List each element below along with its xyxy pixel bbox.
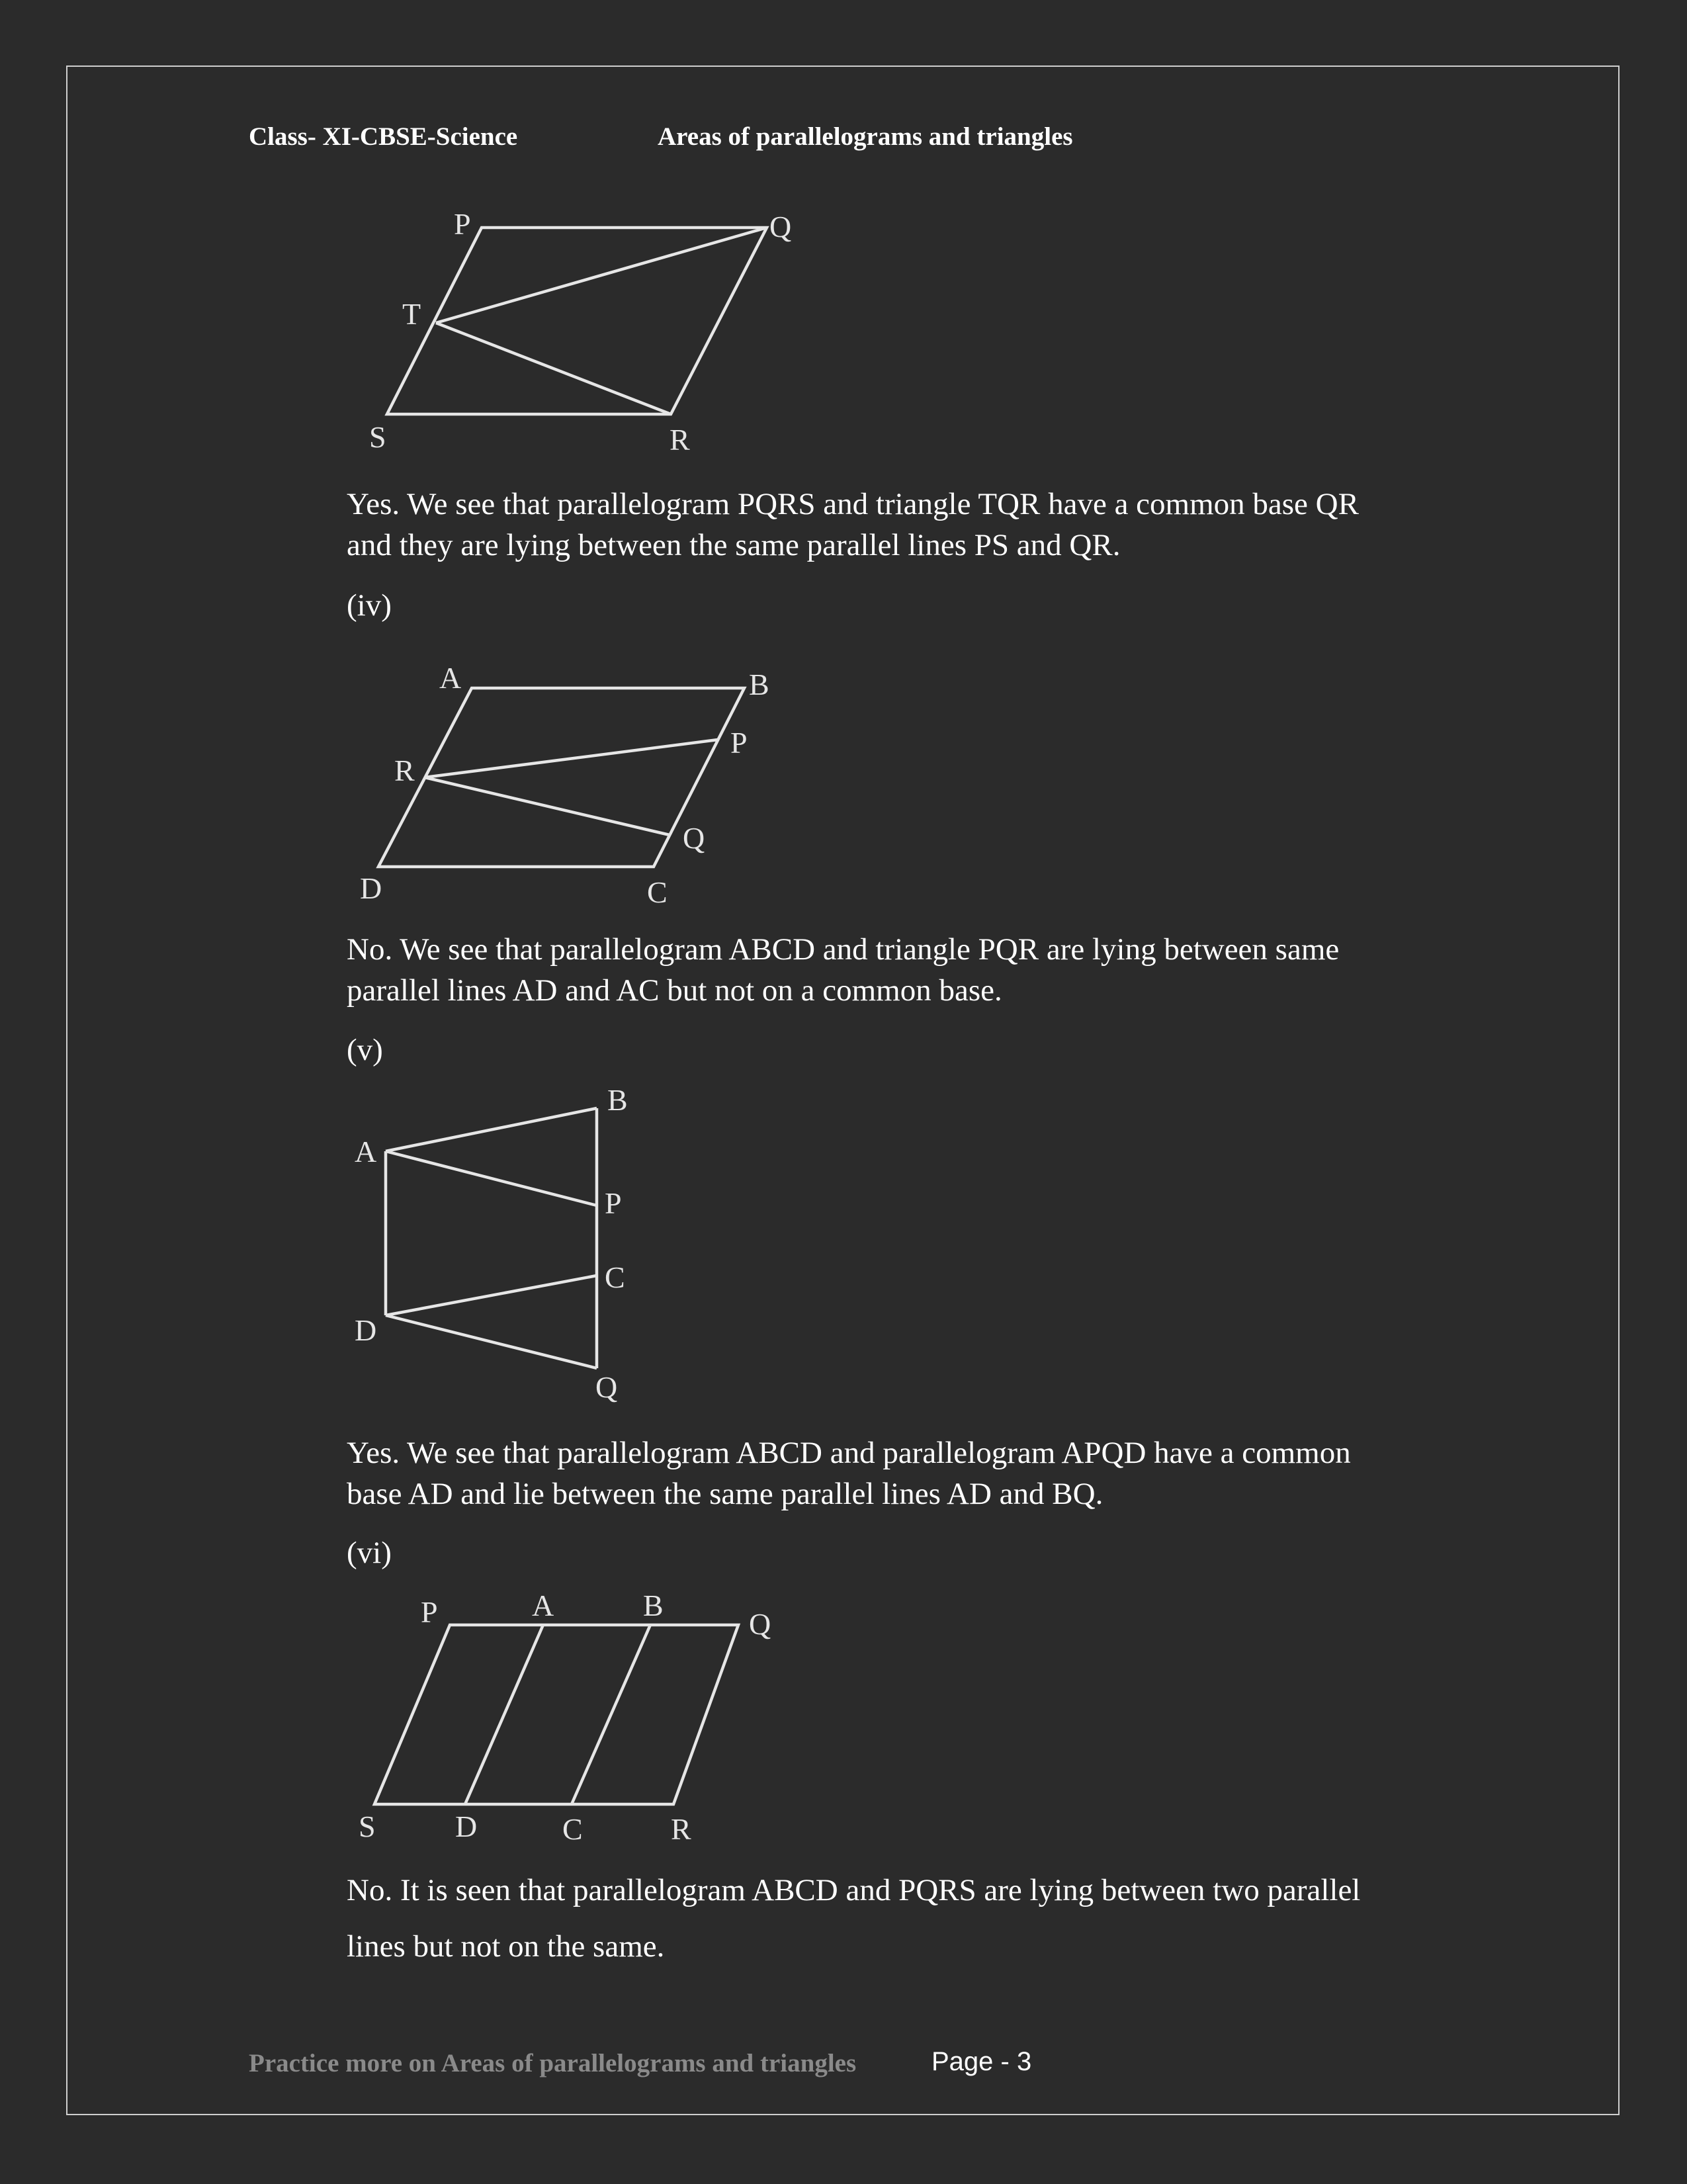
point-label-r: R [671,1812,691,1846]
parallelogram-pqrs [372,1623,741,1806]
parallelogram-abcd [376,686,747,869]
point-label-a: A [439,661,461,695]
point-label-p: P [730,726,748,760]
point-label-a: A [532,1589,554,1622]
point-label-q: Q [683,821,705,855]
segment-bc [570,1624,652,1805]
point-label-r: R [394,754,415,787]
segment-tq [435,226,767,325]
segment-rp [424,738,718,779]
point-label-c: C [562,1812,583,1846]
footer-practice-text: Practice more on Areas of parallelograms… [249,2049,857,2077]
point-label-b: B [749,668,769,701]
point-label-b: B [607,1083,628,1117]
segment-dq [385,1313,597,1370]
segment-ap [385,1149,597,1207]
answer-vi-line-1: No. It is seen that parallelogram ABCD a… [347,1873,1361,1907]
segment-rq [424,775,670,837]
point-label-r: R [670,423,690,457]
point-label-d: D [360,871,382,905]
point-label-d: D [355,1313,376,1347]
label-iv: (iv) [347,588,392,623]
class-label: Class- XI-CBSE-Science [249,122,518,151]
point-label-s: S [369,420,386,454]
point-label-t: T [402,297,421,331]
answer-iii-line-1: Yes. We see that parallelogram PQRS and … [347,487,1359,521]
point-label-b: B [643,1589,664,1622]
label-v: (v) [347,1033,383,1067]
answer-v-line-1: Yes. We see that parallelogram ABCD and … [347,1436,1351,1470]
answer-iii-line-2: and they are lying between the same para… [347,528,1121,562]
answer-iv-line-1: No. We see that parallelogram ABCD and t… [347,932,1340,967]
point-label-p: P [605,1186,622,1220]
chapter-title: Areas of parallelograms and triangles [658,122,1073,151]
point-label-d: D [455,1810,477,1843]
segment-dc [385,1274,597,1317]
answer-iv-line-2: parallel lines AD and AC but not on a co… [347,973,1002,1008]
answer-v-line-2: base AD and lie between the same paralle… [347,1477,1103,1511]
point-label-q: Q [749,1607,771,1641]
point-label-c: C [647,875,668,909]
point-label-c: C [605,1260,625,1294]
segment-tr [435,321,671,416]
point-label-p: P [454,207,471,241]
answer-vi-line-2: lines but not on the same. [347,1929,665,1964]
point-label-q: Q [595,1370,617,1404]
point-label-s: S [359,1810,376,1843]
point-label-a: A [355,1135,376,1168]
segment-ad [463,1624,545,1805]
point-label-q: Q [769,210,791,243]
segment-ab [385,1106,597,1153]
point-label-p: P [421,1595,438,1629]
footer-page-number: Page - 3 [931,2047,1032,2076]
label-vi: (vi) [347,1536,392,1570]
page-border [66,66,1620,2115]
